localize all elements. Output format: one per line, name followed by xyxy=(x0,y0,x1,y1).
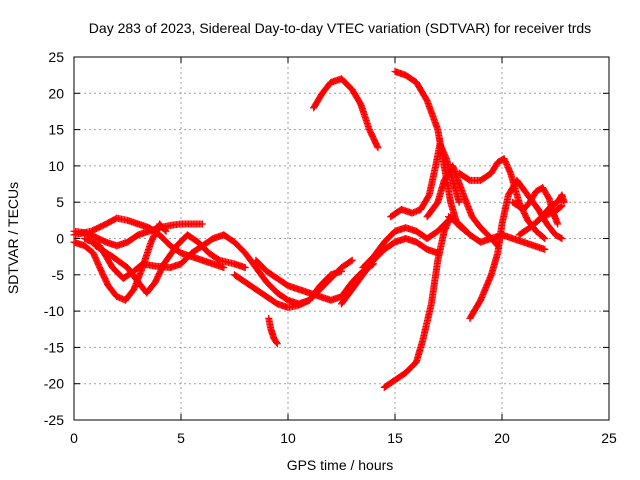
series-track-22 xyxy=(530,202,566,228)
y-tick-label: 25 xyxy=(48,49,64,65)
y-tick-label: 20 xyxy=(48,85,64,101)
y-tick-label: -25 xyxy=(44,412,64,428)
data-point xyxy=(541,235,549,242)
series-track-15 xyxy=(387,140,463,221)
data-point xyxy=(541,245,549,253)
data-point xyxy=(347,257,355,265)
data-point xyxy=(560,198,568,206)
data-point xyxy=(220,264,228,272)
x-tick-label: 5 xyxy=(177,430,185,446)
y-tick-label: -20 xyxy=(44,376,64,392)
data-point xyxy=(558,202,566,210)
series-track-13 xyxy=(380,213,455,391)
data-point xyxy=(374,144,382,152)
series-track-09 xyxy=(338,235,442,308)
data-point xyxy=(558,235,566,242)
data-point xyxy=(373,142,381,150)
data-point xyxy=(557,234,565,242)
x-tick-label: 15 xyxy=(387,430,403,446)
y-axis-label: SDTVAR / TECUs xyxy=(5,182,21,294)
data-point xyxy=(554,220,562,228)
y-tick-label: 10 xyxy=(48,158,64,174)
series-track-11 xyxy=(265,314,281,348)
x-tick-label: 10 xyxy=(280,430,296,446)
y-tick-label: -10 xyxy=(44,303,64,319)
x-tick-label: 25 xyxy=(601,430,617,446)
chart-title: Day 283 of 2023, Sidereal Day-to-day VTE… xyxy=(89,20,591,36)
series-track-05 xyxy=(91,231,249,297)
y-tick-label: 0 xyxy=(56,231,64,247)
data-point xyxy=(455,198,463,206)
y-tick-label: -15 xyxy=(44,339,64,355)
series-track-18 xyxy=(466,176,566,322)
series-track-12 xyxy=(310,75,382,152)
y-tick-label: 15 xyxy=(48,122,64,138)
data-point xyxy=(241,264,249,272)
data-point xyxy=(272,339,280,346)
series-track-10 xyxy=(359,216,452,272)
data-point xyxy=(348,256,356,264)
x-tick-label: 20 xyxy=(494,430,510,446)
data-marks xyxy=(70,68,568,391)
data-point xyxy=(161,226,169,234)
data-point xyxy=(540,234,548,242)
series-track-17 xyxy=(445,213,549,253)
data-point xyxy=(162,227,170,235)
data-point xyxy=(198,220,206,228)
series-track-08 xyxy=(231,256,356,311)
series-track-07 xyxy=(252,256,378,304)
x-axis-label: GPS time / hours xyxy=(287,457,394,473)
y-tick-label: 5 xyxy=(56,194,64,210)
y-tick-label: -5 xyxy=(52,267,65,283)
axis-ticks: 0 5 10 15 20 25 -25 -20 -15 -10 -5 0 5 10 15 20 25 xyxy=(44,49,617,446)
x-tick-label: 0 xyxy=(70,430,78,446)
data-point xyxy=(557,203,565,211)
data-point xyxy=(273,340,281,348)
